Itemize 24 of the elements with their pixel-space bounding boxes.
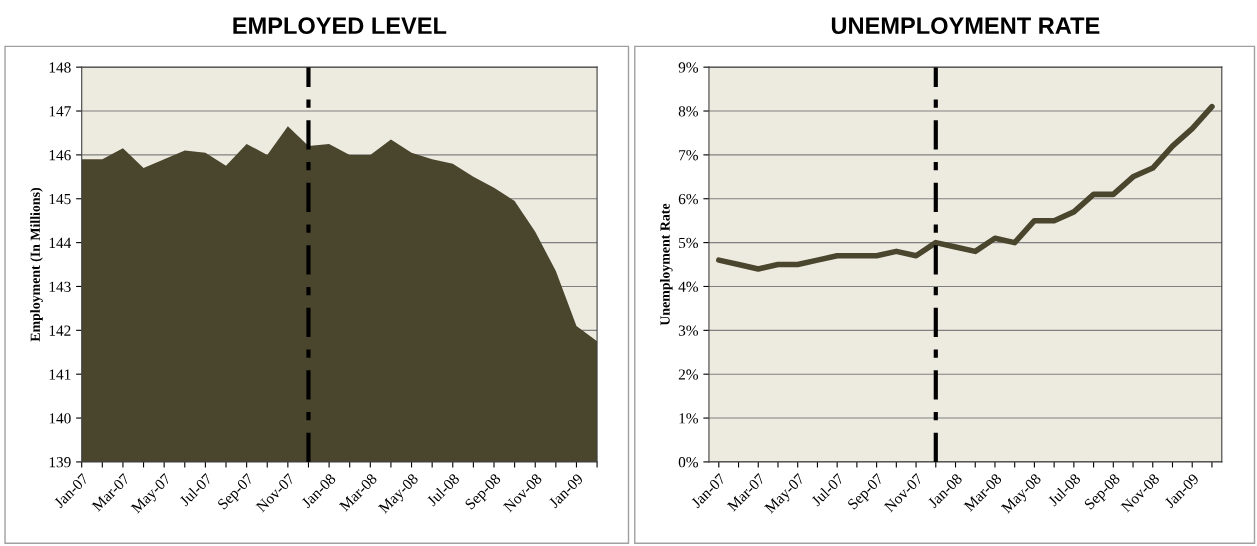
y-axis-title: Employment (In Millions) <box>30 187 43 342</box>
y-tick-label: 139 <box>49 457 71 468</box>
chart-title: EMPLOYED LEVEL <box>233 17 447 35</box>
y-tick-label: 145 <box>49 193 71 205</box>
y-tick-label: 4% <box>678 281 699 292</box>
y-tick-label: 5% <box>679 237 699 249</box>
y-tick-label: 140 <box>49 413 71 424</box>
y-tick-label: 141 <box>49 369 71 380</box>
y-tick-label: 146 <box>49 150 71 161</box>
y-tick-label: 147 <box>49 106 71 117</box>
y-tick-label: 3% <box>678 325 699 336</box>
y-tick-label: 0% <box>678 457 699 468</box>
y-tick-label: 6% <box>678 193 699 205</box>
chart-title: UNEMPLOYMENT RATE <box>831 17 1100 35</box>
y-tick-label: 7% <box>679 150 699 161</box>
y-axis-title: Unemployment Rate <box>659 203 673 326</box>
y-tick-label: 148 <box>49 62 71 73</box>
y-tick-label: 2% <box>678 369 699 380</box>
y-tick-label: 9% <box>678 62 699 73</box>
y-tick-label: 8% <box>678 106 699 117</box>
y-tick-label: 144 <box>49 237 72 248</box>
y-tick-label: 143 <box>49 281 71 292</box>
y-tick-label: 142 <box>49 325 71 336</box>
y-tick-label: 1% <box>679 413 699 424</box>
